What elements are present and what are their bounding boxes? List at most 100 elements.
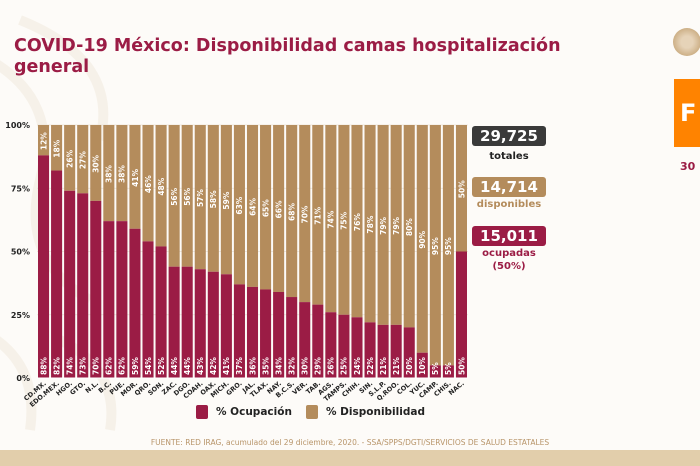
data-label-disponibilidad: 57% (196, 189, 205, 207)
legend-swatch-ocupacion (196, 405, 208, 419)
bar-disponibilidad (142, 125, 154, 242)
data-label-disponibilidad: 76% (353, 213, 362, 231)
y-tick-label: 0% (16, 374, 30, 383)
data-label-ocupacion: 35% (261, 357, 270, 375)
bar-ocupacion (286, 297, 298, 378)
bar-ocupacion (377, 324, 389, 378)
bar-disponibilidad (416, 125, 428, 353)
disponibles-badge: 14,714 (472, 177, 546, 197)
side-date: 30 (680, 160, 696, 173)
data-label-disponibilidad: 48% (157, 177, 166, 195)
data-label-ocupacion: 21% (392, 357, 401, 375)
side-banner-letter: F (680, 99, 697, 127)
data-label-disponibilidad: 79% (392, 216, 401, 234)
totales-badge: 29,725 (472, 126, 546, 146)
source-note: FUENTE: RED IRAG, acumulado del 29 dicie… (150, 438, 550, 447)
bar-disponibilidad (38, 125, 50, 156)
data-label-ocupacion: 43% (196, 357, 205, 375)
data-label-ocupacion: 34% (274, 357, 283, 375)
bar-disponibilidad (246, 125, 259, 287)
data-label-ocupacion: 30% (301, 357, 310, 375)
bar-ocupacion (90, 200, 102, 378)
bar-ocupacion (142, 241, 154, 378)
legend-item-disponibilidad: % Disponibilidad (306, 405, 425, 419)
bar-ocupacion (325, 312, 337, 378)
bar-disponibilidad (220, 125, 232, 275)
data-label-disponibilidad: 50% (457, 180, 466, 198)
data-label-ocupacion: 70% (92, 357, 101, 375)
bar-ocupacion (299, 302, 311, 378)
data-label-ocupacion: 5% (444, 362, 453, 375)
bar-disponibilidad (299, 125, 311, 303)
data-label-disponibilidad: 56% (170, 187, 179, 205)
data-label-disponibilidad: 95% (431, 237, 440, 255)
bar-ocupacion (51, 170, 63, 378)
bar-disponibilidad (364, 125, 376, 323)
data-label-ocupacion: 21% (379, 357, 388, 375)
data-label-ocupacion: 5% (431, 362, 440, 375)
bar-disponibilidad (116, 125, 128, 222)
data-label-ocupacion: 26% (327, 357, 336, 375)
bar-ocupacion (129, 228, 141, 378)
bar-ocupacion (77, 193, 89, 378)
data-label-disponibilidad: 68% (287, 203, 296, 221)
bar-disponibilidad (194, 125, 206, 270)
page-title: COVID-19 México: Disponibilidad camas ho… (14, 36, 561, 77)
data-label-disponibilidad: 78% (366, 215, 375, 233)
data-label-ocupacion: 22% (366, 357, 375, 375)
data-label-ocupacion: 82% (52, 357, 61, 375)
data-label-disponibilidad: 56% (183, 187, 192, 205)
bar-disponibilidad (77, 125, 89, 194)
bar-ocupacion (38, 155, 50, 378)
bar-ocupacion (455, 251, 467, 378)
legend-item-ocupacion: % Ocupación (196, 405, 292, 419)
bar-ocupacion (168, 266, 180, 378)
ocupadas-label: ocupadas (482, 248, 536, 259)
government-emblem-icon (673, 28, 700, 56)
bar-ocupacion (403, 327, 415, 378)
data-label-disponibilidad: 79% (379, 216, 388, 234)
ocupadas-pct: (50%) (492, 261, 526, 272)
data-label-ocupacion: 74% (65, 357, 74, 375)
bar-disponibilidad (286, 125, 298, 298)
bar-disponibilidad (207, 125, 219, 272)
bar-disponibilidad (233, 125, 245, 285)
legend-label-disponibilidad: % Disponibilidad (326, 406, 425, 418)
bar-disponibilidad (90, 125, 102, 201)
bar-disponibilidad (168, 125, 180, 267)
bar-disponibilidad (64, 125, 76, 191)
data-label-ocupacion: 54% (144, 357, 153, 375)
data-label-disponibilidad: 30% (92, 154, 101, 172)
bar-disponibilidad (103, 125, 115, 222)
bar-disponibilidad (129, 125, 141, 229)
bar-ocupacion (364, 322, 376, 378)
bar-ocupacion (390, 324, 402, 378)
bar-disponibilidad (181, 125, 193, 267)
x-tick-label: NAC. (447, 379, 466, 397)
bar-disponibilidad (403, 125, 415, 328)
data-label-ocupacion: 20% (405, 357, 414, 375)
data-label-disponibilidad: 65% (261, 199, 270, 217)
data-label-ocupacion: 44% (170, 357, 179, 375)
footer-band (0, 450, 700, 466)
bar-ocupacion (416, 352, 428, 378)
data-label-disponibilidad: 26% (65, 149, 74, 167)
data-label-disponibilidad: 95% (444, 237, 453, 255)
data-label-disponibilidad: 46% (144, 175, 153, 193)
data-label-ocupacion: 42% (209, 357, 218, 375)
bar-disponibilidad (51, 125, 63, 171)
data-label-ocupacion: 50% (457, 357, 466, 375)
bar-disponibilidad (390, 125, 402, 325)
data-label-ocupacion: 29% (314, 357, 323, 375)
data-label-ocupacion: 59% (131, 357, 140, 375)
bar-ocupacion (116, 221, 128, 378)
bar-ocupacion (155, 246, 167, 378)
bar-disponibilidad (377, 125, 389, 325)
data-label-disponibilidad: 18% (52, 139, 61, 157)
y-tick-label: 50% (11, 248, 30, 257)
bar-ocupacion (260, 289, 272, 378)
data-label-ocupacion: 44% (183, 357, 192, 375)
bar-ocupacion (220, 274, 232, 378)
totales-label: totales (489, 151, 529, 162)
disponibles-label: disponibles (476, 199, 542, 210)
